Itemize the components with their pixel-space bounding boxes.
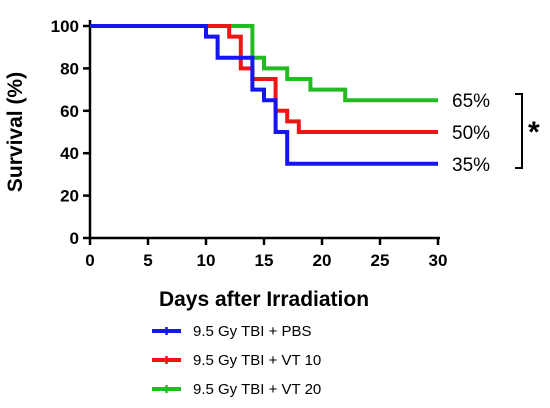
- axes: 0 20 40 60 80 100 0 5 10 15 20 25 30: [51, 17, 448, 270]
- y-tick-label: 0: [70, 229, 79, 248]
- series-line-9-5-gy-tbi-pbs: [90, 24, 438, 166]
- series-line-9-5-gy-tbi-vt-10: [90, 24, 438, 134]
- end-value-label: 50%: [452, 123, 490, 144]
- legend: 9.5 Gy TBI + PBS 9.5 Gy TBI + VT 10 9.5 Gy…: [152, 323, 321, 398]
- significance-bracket: [515, 93, 523, 169]
- legend-label: 9.5 Gy TBI + PBS: [193, 323, 312, 340]
- y-tick-label: 40: [60, 144, 79, 163]
- x-tick-label: 30: [429, 251, 448, 270]
- legend-label: 9.5 Gy TBI + VT 20: [193, 381, 321, 398]
- end-value-label: 65%: [452, 91, 490, 112]
- y-tick-label: 60: [60, 102, 79, 121]
- x-tick-label: 15: [255, 251, 274, 270]
- x-axis-title: Days after Irradiation: [159, 288, 369, 311]
- series-layer: [90, 24, 438, 166]
- series-line-9-5-gy-tbi-vt-20: [90, 24, 438, 103]
- y-axis-title: Survival (%): [4, 72, 27, 192]
- y-tick-label: 20: [60, 187, 79, 206]
- x-tick-label: 5: [143, 251, 152, 270]
- y-tick-label: 100: [51, 17, 79, 36]
- x-tick-label: 25: [371, 251, 390, 270]
- significance-asterisk: *: [528, 116, 540, 149]
- x-tick-label: 10: [197, 251, 216, 270]
- x-tick-label: 0: [85, 251, 94, 270]
- x-tick-label: 20: [313, 251, 332, 270]
- legend-label: 9.5 Gy TBI + VT 10: [193, 352, 321, 369]
- y-tick-label: 80: [60, 59, 79, 78]
- end-labels: 35% 50% 65%: [452, 91, 490, 176]
- end-value-label: 35%: [452, 155, 490, 176]
